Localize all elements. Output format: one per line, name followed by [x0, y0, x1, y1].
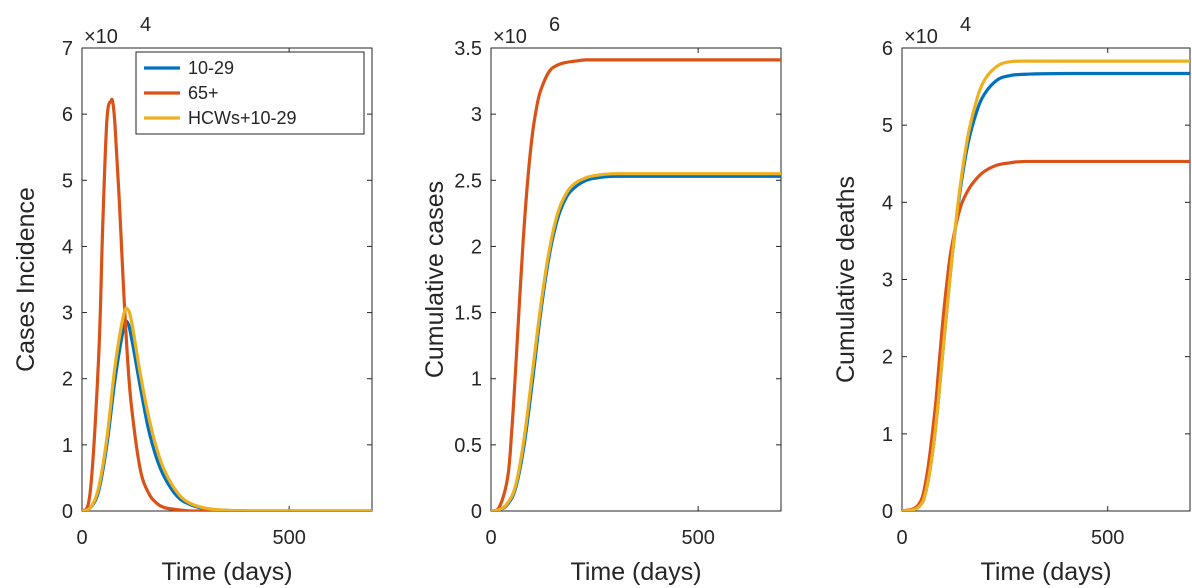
y-tick-label: 2 — [882, 347, 893, 369]
y-tick-label: 0 — [882, 501, 893, 523]
x-tick-label: 500 — [681, 527, 714, 549]
y-axis-label: Cumulative cases — [421, 181, 449, 378]
x-axis-label: Time (days) — [570, 558, 701, 586]
series-line-65- — [902, 159, 1190, 511]
y-tick-label: 1 — [882, 424, 893, 446]
x-tick-label: 500 — [1091, 527, 1124, 549]
legend-entry-label: HCWs+10-29 — [188, 108, 297, 128]
x-tick-label: 0 — [485, 527, 496, 549]
y-tick-label: 0 — [62, 501, 73, 523]
y-exponent-power: 4 — [140, 14, 151, 36]
axes-box — [901, 47, 1191, 512]
y-tick-label: 5 — [62, 170, 73, 192]
x-tick-label: 0 — [76, 527, 87, 549]
series-line-hcws-10-29 — [82, 306, 372, 511]
y-tick-label: 3.5 — [454, 38, 482, 60]
y-tick-label: 5 — [882, 115, 893, 137]
y-tick-label: 1.5 — [454, 303, 482, 325]
y-tick-label: 3 — [471, 104, 482, 126]
y-exponent-power: 4 — [960, 14, 971, 36]
axes-box — [490, 47, 782, 512]
y-axis-label: Cumulative deaths — [832, 176, 860, 383]
y-exponent-label: ×10 — [84, 26, 118, 48]
y-exponent-label: ×10 — [493, 26, 527, 48]
legend-entry-label: 65+ — [188, 83, 219, 103]
y-tick-label: 4 — [62, 236, 73, 258]
chart-panel-1: 0 1 2 3 4 5 6 7 0 500 Time (days) Cases Incidence ×1… — [12, 14, 373, 586]
y-tick-label: 3 — [62, 303, 73, 325]
y-tick-label: 2 — [62, 369, 73, 391]
series-line-65- — [491, 58, 781, 511]
legend-entry-label: 10-29 — [188, 58, 234, 78]
series-line-65- — [82, 97, 372, 511]
y-tick-label: 6 — [882, 38, 893, 60]
y-tick-label: 0.5 — [454, 435, 482, 457]
y-axis-label: Cases Incidence — [12, 187, 40, 372]
series-line-hcws-10-29 — [902, 59, 1190, 511]
y-tick-label: 0 — [471, 501, 482, 523]
y-tick-label: 2.5 — [454, 170, 482, 192]
y-tick-label: 6 — [62, 104, 73, 126]
x-axis-label: Time (days) — [161, 558, 292, 586]
chart-panel-2: 0 0.5 1 1.5 2 2.5 3 3.5 0 500 Time (days) Cumulativ… — [421, 14, 782, 586]
chart-panel-3: 0 1 2 3 4 5 6 0 500 Time (days) Cumulative deaths ×… — [832, 14, 1191, 586]
y-exponent-power: 6 — [549, 14, 560, 36]
y-tick-label: 2 — [471, 236, 482, 258]
y-tick-label: 7 — [62, 38, 73, 60]
x-tick-label: 500 — [272, 527, 305, 549]
legend: 10-29 65+ HCWs+10-29 — [135, 51, 365, 135]
series-line-hcws-10-29 — [491, 172, 781, 511]
y-tick-label: 3 — [882, 270, 893, 292]
y-tick-label: 1 — [62, 435, 73, 457]
x-axis-label: Time (days) — [980, 558, 1111, 586]
x-tick-label: 0 — [896, 527, 907, 549]
y-exponent-label: ×10 — [904, 26, 938, 48]
y-tick-label: 4 — [882, 192, 893, 214]
y-tick-label: 1 — [471, 369, 482, 391]
